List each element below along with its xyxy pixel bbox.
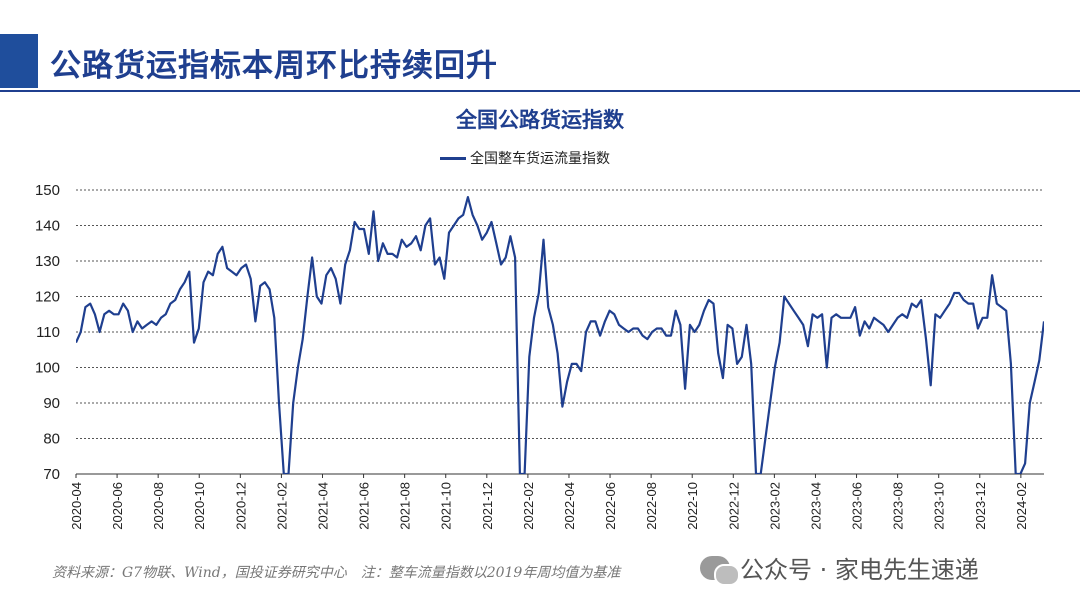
x-tick-label: 2023-06: [850, 482, 865, 530]
y-tick-label: 150: [35, 182, 60, 199]
source-note: 资料来源：G7物联、Wind，国投证券研究中心 注：整车流量指数以2019年周均…: [52, 565, 621, 581]
legend-swatch: [440, 156, 466, 160]
x-tick-label: 2023-12: [973, 482, 988, 530]
chart-title: 全国公路货运指数: [456, 107, 624, 132]
chart-legend: 全国整车货运流量指数: [440, 148, 610, 168]
x-tick-label: 2021-04: [315, 482, 330, 530]
x-tick-label: 2023-08: [891, 482, 906, 530]
x-tick-label: 2023-02: [767, 482, 782, 530]
x-tick-label: 2021-08: [398, 482, 413, 530]
x-tick-label: 2023-04: [808, 482, 823, 530]
series-line: [76, 196, 1044, 474]
x-tick-label: 2020-04: [69, 482, 84, 530]
x-tick-label: 2021-12: [480, 482, 495, 530]
x-tick-label: 2020-06: [110, 482, 125, 530]
legend-label: 全国整车货运流量指数: [470, 151, 610, 167]
chart-gridlines: [76, 189, 1044, 475]
plot-area: [76, 196, 1044, 474]
y-tick-label: 140: [35, 218, 60, 235]
y-tick-label: 80: [43, 431, 60, 448]
x-axis: 2020-04 2020-06 2020-08 2020-10 2020-12 2021-…: [69, 474, 1029, 530]
y-axis: 70 80 90 100 110 120 130 140 150: [35, 182, 60, 483]
title-accent-bar: [0, 34, 38, 88]
x-tick-label: 2022-04: [562, 482, 577, 530]
series-points: [76, 197, 1044, 474]
y-tick-label: 130: [35, 253, 60, 270]
x-tick-label: 2022-02: [521, 482, 536, 530]
y-tick-label: 90: [43, 395, 60, 412]
wechat-icon: [700, 555, 740, 586]
x-tick-label: 2020-10: [192, 482, 207, 530]
x-tick-label: 2022-12: [726, 482, 741, 530]
x-tick-label: 2021-02: [274, 482, 289, 530]
x-tick-label: 2021-10: [439, 482, 454, 530]
watermark-label: 公众号 · 家电先生速递: [740, 556, 979, 584]
x-tick-label: 2024-02: [1014, 482, 1029, 530]
title-bar: 公路货运指标本周环比持续回升: [0, 34, 1080, 92]
x-tick-label: 2022-08: [644, 482, 659, 530]
x-tick-label: 2020-08: [151, 482, 166, 530]
watermark: 公众号 · 家电先生速递: [700, 550, 979, 586]
y-tick-label: 100: [35, 360, 60, 377]
x-tick-label: 2021-06: [357, 482, 372, 530]
x-tick-label: 2020-12: [233, 482, 248, 530]
y-tick-label: 70: [43, 466, 60, 483]
y-tick-label: 120: [35, 289, 60, 306]
x-tick-label: 2022-10: [685, 482, 700, 530]
y-tick-label: 110: [36, 324, 60, 341]
x-tick-label: 2022-06: [603, 482, 618, 530]
page-title: 公路货运指标本周环比持续回升: [50, 48, 498, 84]
x-tick-label: 2023-10: [932, 482, 947, 530]
